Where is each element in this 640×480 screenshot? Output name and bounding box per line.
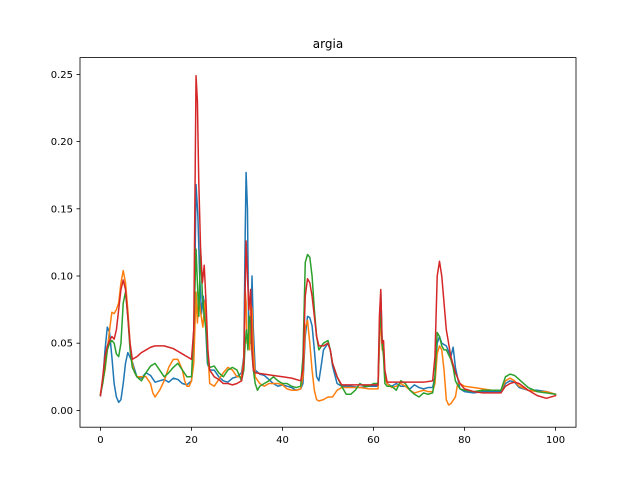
series-layer — [99, 74, 557, 406]
x-tick-label: 60 — [367, 435, 380, 446]
x-tick-label: 20 — [185, 435, 198, 446]
x-tick-label: 80 — [458, 435, 471, 446]
y-tick-label: 0.05 — [51, 339, 73, 350]
y-tick-label: 0.10 — [51, 272, 73, 283]
x-tick-label: 0 — [97, 435, 103, 446]
series-line-2 — [99, 269, 557, 406]
axes-layer: 0 20 40 60 80 100 0.00 0.05 0.10 0.15 0.20 0.25 — [51, 57, 577, 446]
y-tick-label: 0.15 — [51, 204, 73, 215]
series-line-3 — [99, 248, 557, 398]
series-line-1 — [99, 171, 557, 404]
y-tick-label: 0.25 — [51, 70, 73, 81]
chart-title: argia — [313, 37, 343, 51]
plot-frame — [79, 57, 577, 428]
y-tick-label: 0.20 — [51, 137, 73, 148]
y-tick-label: 0.00 — [51, 406, 73, 417]
series-line-4 — [99, 74, 557, 400]
x-tick-label: 100 — [546, 435, 565, 446]
x-tick-label: 40 — [276, 435, 289, 446]
